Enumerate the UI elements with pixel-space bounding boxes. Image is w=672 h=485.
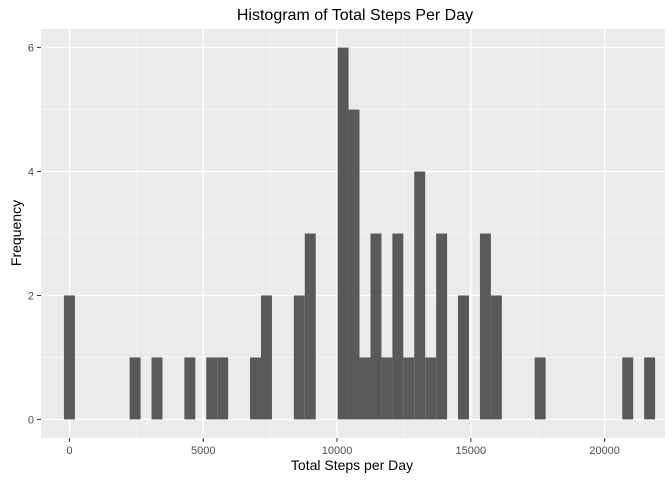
histogram-bar [293,295,305,420]
histogram-bar [458,295,469,420]
histogram-bar [129,357,141,420]
x-axis-ticks: 0 5000 10000 15000 20000 [66,438,620,457]
chart-title: Histogram of Total Steps Per Day [237,7,473,24]
x-tick-label: 10000 [322,445,353,457]
histogram-bar [250,357,262,420]
x-tick-label: 15000 [456,445,487,457]
histogram-bar [644,357,656,420]
histogram-bar [304,233,316,420]
x-tick-label: 0 [66,445,72,457]
histogram-bar [359,357,371,420]
y-axis-title: Frequency [8,200,24,266]
histogram-bar [403,357,415,420]
histogram-bar [392,233,404,420]
x-tick-label: 5000 [191,445,215,457]
histogram-bar [206,357,218,420]
y-tick-label: 2 [28,290,34,302]
y-tick-label: 0 [28,414,34,426]
histogram-bar [217,357,229,420]
histogram-bar [381,357,393,420]
histogram-bar [261,295,272,420]
x-tick-label: 20000 [589,445,620,457]
histogram-bar [436,233,448,420]
histogram-bar [337,47,349,420]
y-tick-label: 6 [28,43,34,55]
y-axis-ticks: 0 2 4 6 [28,43,41,426]
histogram-bar [184,357,196,420]
histogram-bar [479,233,491,420]
histogram-bar [151,357,163,420]
histogram-bar [534,357,546,420]
histogram-bar [425,357,437,420]
histogram-bar [63,295,75,420]
histogram-bar [490,295,502,420]
histogram-bar [348,109,360,420]
x-axis-title: Total Steps per Day [291,457,413,473]
histogram-bars [63,47,656,420]
y-tick-label: 4 [28,167,34,179]
histogram-bar [414,171,426,420]
histogram-bar [370,233,382,420]
histogram-bar [622,357,634,420]
